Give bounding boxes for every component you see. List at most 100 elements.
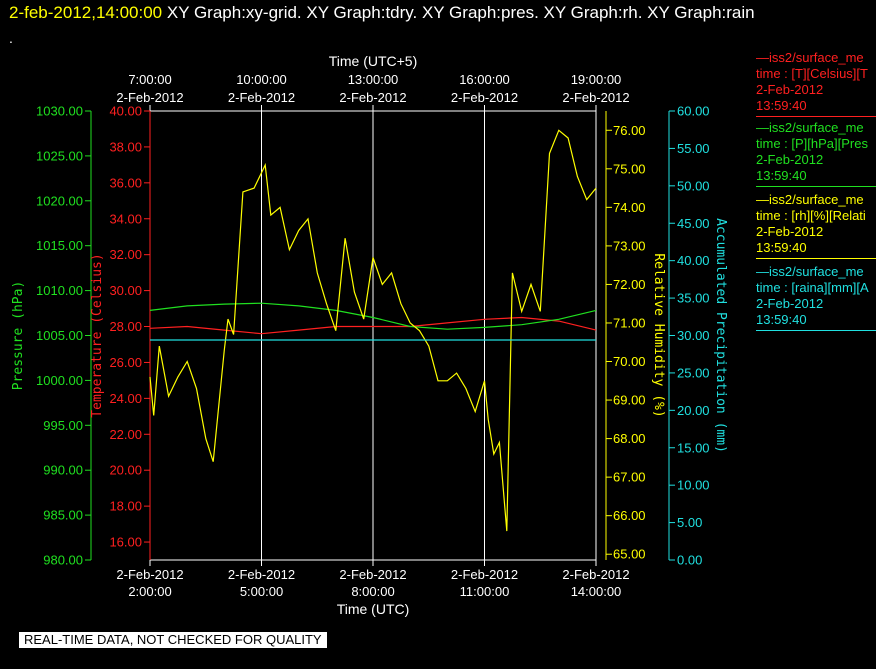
temperature-tick-label: 18.00	[109, 499, 142, 514]
legend-name: —iss2/surface_me	[756, 192, 864, 207]
legend-time: 13:59:40	[756, 98, 807, 113]
x-top-tick-time-label: 13:00:00	[348, 72, 399, 87]
legend-var: time : [raina][mm][A	[756, 280, 869, 295]
pressure-tick-label: 1010.00	[36, 283, 83, 298]
temperature-tick-label: 26.00	[109, 355, 142, 370]
legend-var: time : [rh][%][Relati	[756, 208, 866, 223]
x-tick-time-label: 14:00:00	[571, 584, 622, 599]
x-tick-date-label: 2-Feb-2012	[116, 567, 183, 582]
legend-date: 2-Feb-2012	[756, 82, 824, 97]
x-tick-time-label: 8:00:00	[351, 584, 394, 599]
legend-separator	[756, 330, 876, 331]
x-top-tick-time-label: 19:00:00	[571, 72, 622, 87]
header-graph-list: XY Graph:xy-grid. XY Graph:tdry. XY Grap…	[166, 3, 755, 22]
temperature-tick-label: 28.00	[109, 319, 142, 334]
humidity-tick-label: 72.00	[613, 277, 646, 292]
temperature-tick-label: 22.00	[109, 427, 142, 442]
pressure-tick-label: 995.00	[43, 418, 83, 433]
legend-separator	[756, 186, 876, 187]
pressure-tick-label: 1030.00	[36, 104, 83, 119]
x-tick-time-label: 2:00:00	[128, 584, 171, 599]
x-tick-date-label: 2-Feb-2012	[339, 567, 406, 582]
x-top-tick-time-label: 16:00:00	[459, 72, 510, 87]
x-tick-time-label: 5:00:00	[240, 584, 283, 599]
temperature-tick-label: 38.00	[109, 139, 142, 154]
x-top-tick-time-label: 7:00:00	[128, 72, 171, 87]
quality-banner: REAL-TIME DATA, NOT CHECKED FOR QUALITY	[19, 632, 327, 648]
legend-time: 13:59:40	[756, 312, 807, 327]
legend-name: —iss2/surface_me	[756, 50, 864, 65]
header-datetime: 2-feb-2012,14:00:00	[9, 3, 163, 22]
pressure-tick-label: 1025.00	[36, 148, 83, 163]
header-title: 2-feb-2012,14:00:00 XY Graph:xy-grid. XY…	[9, 3, 755, 23]
pressure-tick-label: 985.00	[43, 508, 83, 523]
pressure-tick-label: 980.00	[43, 553, 83, 568]
legend-entry: —iss2/surface_me time : [P][hPa][Pres 2-Fe…	[756, 120, 876, 187]
precip-tick-label: 50.00	[677, 178, 710, 193]
legend-time: 13:59:40	[756, 168, 807, 183]
humidity-tick-label: 70.00	[613, 354, 646, 369]
legend-date: 2-Feb-2012	[756, 296, 824, 311]
precip-tick-label: 0.00	[677, 553, 702, 568]
legend-date: 2-Feb-2012	[756, 152, 824, 167]
temperature-tick-label: 16.00	[109, 535, 142, 550]
series-line-humidity	[149, 129, 597, 532]
x-top-tick-time-label: 10:00:00	[236, 72, 287, 87]
precip-axis-title: Accumulated Precipitation (mm)	[713, 218, 728, 453]
temperature-tick-label: 32.00	[109, 247, 142, 262]
x-tick-date-label: 2-Feb-2012	[562, 567, 629, 582]
precip-tick-label: 40.00	[677, 253, 710, 268]
pressure-tick-label: 1005.00	[36, 328, 83, 343]
legend-var: time : [T][Celsius][T	[756, 66, 868, 81]
temperature-tick-label: 30.00	[109, 283, 142, 298]
legend-name: —iss2/surface_me	[756, 264, 864, 279]
humidity-axis-title: Relative Humidity (%)	[651, 253, 666, 417]
humidity-tick-label: 73.00	[613, 238, 646, 253]
header-dot: .	[9, 30, 13, 46]
precip-tick-label: 25.00	[677, 365, 710, 380]
pressure-tick-label: 990.00	[43, 463, 83, 478]
humidity-tick-label: 68.00	[613, 431, 646, 446]
x-top-tick-date-label: 2-Feb-2012	[339, 90, 406, 105]
humidity-tick-label: 75.00	[613, 161, 646, 176]
legend-separator	[756, 258, 876, 259]
pressure-axis-title: Pressure (hPa)	[11, 281, 26, 391]
legend-var: time : [P][hPa][Pres	[756, 136, 868, 151]
precip-tick-label: 5.00	[677, 515, 702, 530]
x-top-tick-date-label: 2-Feb-2012	[228, 90, 295, 105]
humidity-tick-label: 67.00	[613, 470, 646, 485]
pressure-tick-label: 1000.00	[36, 373, 83, 388]
legend-entry: —iss2/surface_me time : [T][Celsius][T 2-F…	[756, 50, 876, 117]
precip-tick-label: 10.00	[677, 478, 710, 493]
legend-time: 13:59:40	[756, 240, 807, 255]
series-line-temperature	[149, 316, 597, 335]
legend-date: 2-Feb-2012	[756, 224, 824, 239]
series-line-pressure	[149, 302, 597, 330]
pressure-tick-label: 1015.00	[36, 238, 83, 253]
precip-tick-label: 60.00	[677, 104, 710, 119]
precip-tick-label: 30.00	[677, 328, 710, 343]
x-tick-date-label: 2-Feb-2012	[451, 567, 518, 582]
precip-tick-label: 45.00	[677, 216, 710, 231]
temperature-tick-label: 20.00	[109, 463, 142, 478]
legend-separator	[756, 116, 876, 117]
x-top-axis-title: Time (UTC+5)	[329, 53, 418, 69]
x-top-tick-date-label: 2-Feb-2012	[116, 90, 183, 105]
humidity-tick-label: 71.00	[613, 315, 646, 330]
x-top-tick-date-label: 2-Feb-2012	[562, 90, 629, 105]
precip-tick-label: 35.00	[677, 291, 710, 306]
precip-tick-label: 55.00	[677, 141, 710, 156]
legend-name: —iss2/surface_me	[756, 120, 864, 135]
legend-entry: —iss2/surface_me time : [rh][%][Relati 2-F…	[756, 192, 876, 259]
temperature-tick-label: 34.00	[109, 211, 142, 226]
x-tick-date-label: 2-Feb-2012	[228, 567, 295, 582]
precip-tick-label: 15.00	[677, 440, 710, 455]
x-axis-title: Time (UTC)	[337, 601, 410, 617]
legend-entry: —iss2/surface_me time : [raina][mm][A 2-Fe…	[756, 264, 876, 331]
precip-tick-label: 20.00	[677, 403, 710, 418]
humidity-tick-label: 69.00	[613, 393, 646, 408]
x-tick-time-label: 11:00:00	[460, 584, 510, 599]
humidity-tick-label: 66.00	[613, 508, 646, 523]
temperature-tick-label: 36.00	[109, 175, 142, 190]
humidity-tick-label: 76.00	[613, 123, 646, 138]
